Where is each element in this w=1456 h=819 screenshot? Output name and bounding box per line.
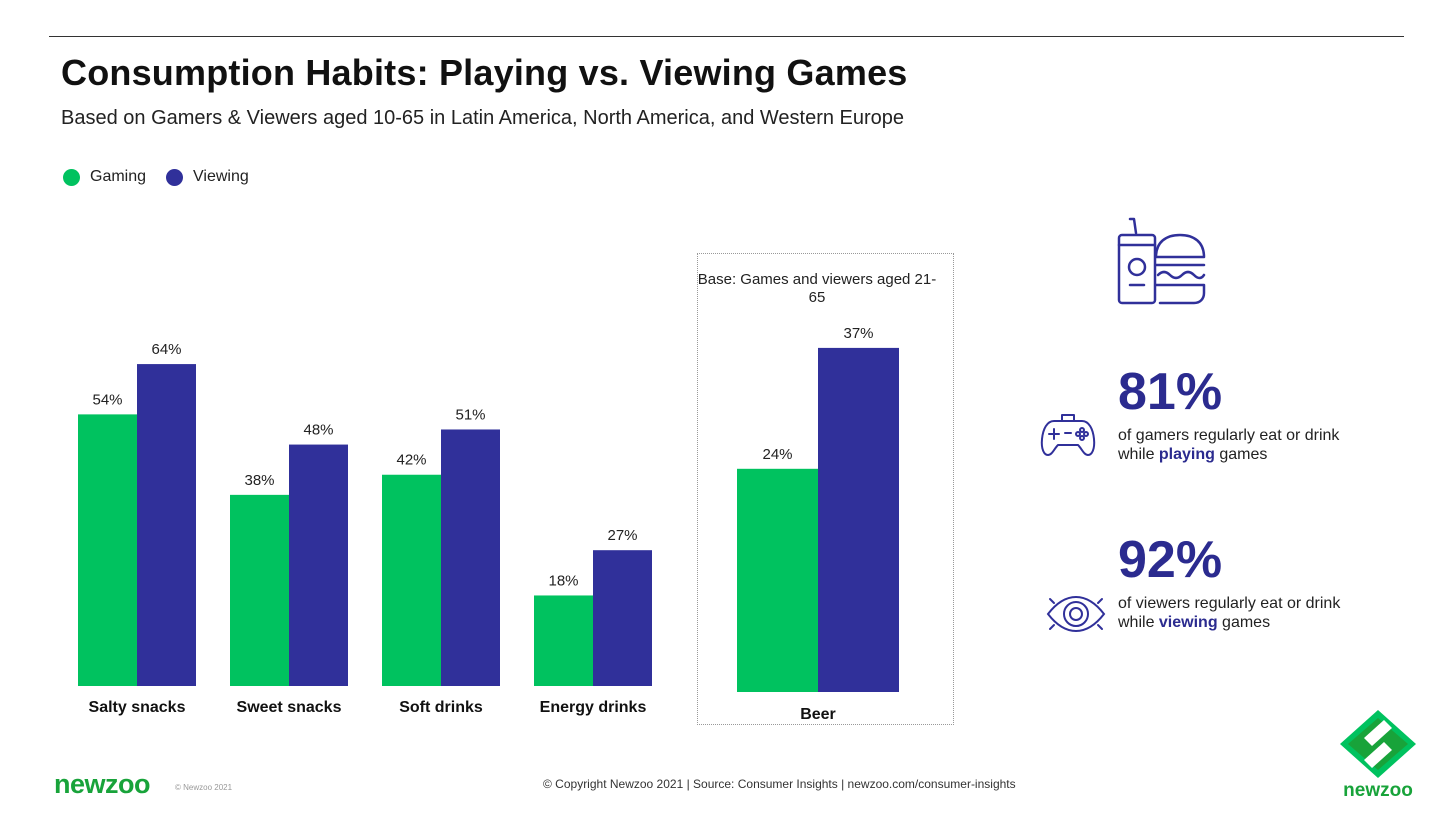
top-rule xyxy=(49,36,1404,37)
food-and-drink-icon xyxy=(1117,217,1206,305)
chart-legend: Gaming Viewing xyxy=(63,168,269,186)
category-label-beer: Beer xyxy=(800,706,836,723)
stat-viewers: 92% of viewers regularly eat or drink wh… xyxy=(1118,534,1348,632)
data-label-gaming-soft-drinks: 42% xyxy=(396,452,426,469)
stat-gamers-text: of gamers regularly eat or drink while p… xyxy=(1118,426,1348,464)
stat-gamers: 81% of gamers regularly eat or drink whi… xyxy=(1118,366,1348,464)
category-label-soft-drinks: Soft drinks xyxy=(399,699,483,716)
bar-viewing-salty-snacks xyxy=(137,364,196,686)
bar-gaming-sweet-snacks xyxy=(230,494,289,686)
bar-gaming-salty-snacks xyxy=(78,414,137,686)
bar-gaming-beer xyxy=(737,468,818,692)
legend-item-gaming: Gaming xyxy=(63,168,146,186)
footer-logo: newzoo xyxy=(54,769,151,799)
stat-gamers-text-after: games xyxy=(1214,446,1268,463)
data-label-viewing-salty-snacks: 64% xyxy=(151,341,181,358)
data-label-viewing-soft-drinks: 51% xyxy=(455,406,485,423)
page-title: Consumption Habits: Playing vs. Viewing … xyxy=(61,52,908,93)
data-label-gaming-energy-drinks: 18% xyxy=(548,572,578,589)
stat-viewers-text-before: of viewers regularly eat or drink while xyxy=(1118,595,1341,631)
data-label-viewing-energy-drinks: 27% xyxy=(607,527,637,544)
data-label-viewing-beer: 37% xyxy=(843,325,873,342)
category-label-energy-drinks: Energy drinks xyxy=(540,699,647,716)
gamepad-icon xyxy=(1040,414,1096,456)
legend-label-viewing: Viewing xyxy=(193,168,249,185)
eye-icon xyxy=(1046,595,1106,633)
legend-label-gaming: Gaming xyxy=(90,168,147,185)
legend-swatch-viewing xyxy=(166,168,184,186)
category-label-sweet-snacks: Sweet snacks xyxy=(237,699,342,716)
data-label-gaming-beer: 24% xyxy=(762,446,792,463)
footer-copyright: © Copyright Newzoo 2021 | Source: Consum… xyxy=(543,777,1016,791)
data-label-gaming-sweet-snacks: 38% xyxy=(244,472,274,489)
stat-gamers-highlight: playing xyxy=(1158,446,1215,463)
data-label-viewing-sweet-snacks: 48% xyxy=(303,422,333,439)
stat-viewers-text: of viewers regularly eat or drink while … xyxy=(1118,594,1348,632)
bar-viewing-soft-drinks xyxy=(441,429,500,686)
bar-viewing-beer xyxy=(818,347,899,692)
stat-gamers-value: 81% xyxy=(1118,363,1223,421)
beer-panel xyxy=(697,253,954,725)
brand-wordmark: newzoo xyxy=(1343,780,1413,801)
stat-gamers-text-before: of gamers regularly eat or drink while xyxy=(1118,427,1340,463)
page-subtitle: Based on Gamers & Viewers aged 10-65 in … xyxy=(61,107,905,129)
legend-item-viewing: Viewing xyxy=(166,168,249,186)
bar-viewing-sweet-snacks xyxy=(289,444,348,686)
newzoo-brand-logo xyxy=(1340,710,1416,778)
category-label-salty-snacks: Salty snacks xyxy=(89,699,186,716)
footer-small-copyright: © Newzoo 2021 xyxy=(175,783,233,792)
stat-viewers-text-after: games xyxy=(1217,614,1271,631)
stat-viewers-value: 92% xyxy=(1118,531,1223,589)
data-label-gaming-salty-snacks: 54% xyxy=(92,391,122,408)
bar-gaming-energy-drinks xyxy=(534,595,593,686)
stat-viewers-highlight: viewing xyxy=(1158,614,1218,631)
legend-swatch-gaming xyxy=(63,168,80,186)
bar-viewing-energy-drinks xyxy=(593,550,652,686)
beer-base-note: Base: Games and viewers aged 21-65 xyxy=(697,271,937,306)
bar-gaming-soft-drinks xyxy=(382,474,441,686)
